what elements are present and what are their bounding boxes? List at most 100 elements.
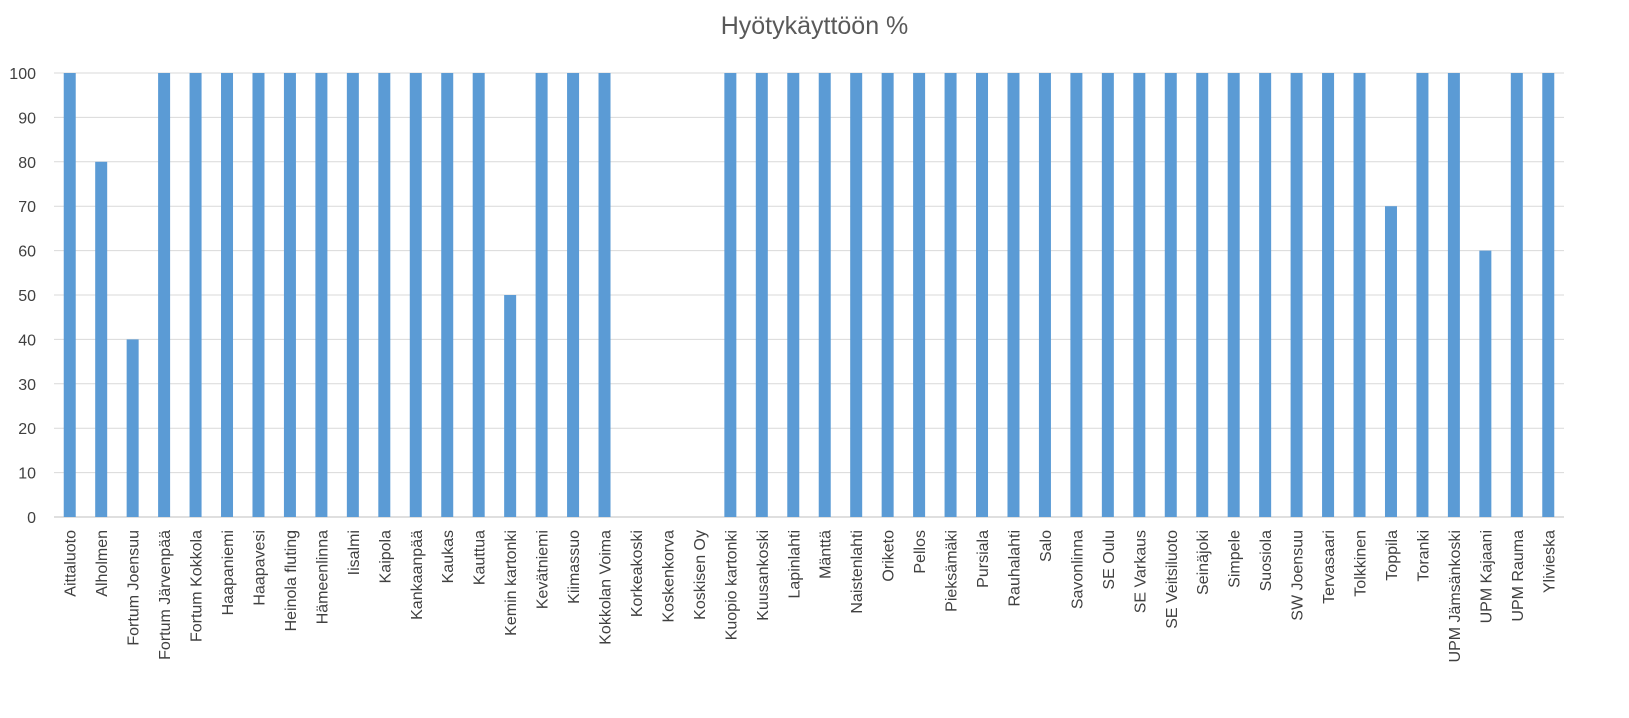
bar	[1322, 73, 1335, 517]
bar	[535, 73, 548, 517]
x-tick-label: SW Joensuu	[1290, 530, 1307, 621]
bar	[881, 73, 894, 517]
x-tick-label: UPM Jämsänkoski	[1447, 530, 1464, 662]
bar	[472, 73, 485, 517]
x-tick-label: SE Veitsiluoto	[1164, 530, 1181, 629]
bar	[1290, 73, 1303, 517]
x-tick-label: Pellos	[912, 530, 929, 574]
y-tick-label: 100	[9, 66, 36, 83]
x-tick-label: Pursiala	[975, 530, 992, 588]
x-tick-label: Haapavesi	[251, 530, 268, 606]
bar	[95, 161, 108, 518]
x-tick-label: Kuopio kartonki	[723, 530, 740, 640]
gridlines	[54, 72, 1564, 518]
bar	[1196, 73, 1209, 517]
x-tick-label: Kevätniemi	[535, 530, 552, 609]
y-tick-label: 10	[18, 466, 36, 483]
chart-title: Hyötykäyttöön %	[720, 12, 909, 40]
bar	[189, 73, 202, 517]
x-tick-label: Tervasaari	[1321, 530, 1338, 604]
bar	[1510, 73, 1523, 517]
x-tick-label: UPM Rauma	[1510, 530, 1527, 622]
bar	[1227, 73, 1240, 517]
x-tick-label: Hämeenlinna	[314, 530, 331, 624]
y-tick-label: 40	[18, 332, 36, 349]
y-tick-label: 0	[27, 510, 36, 527]
bar	[315, 73, 328, 517]
bar	[441, 73, 454, 517]
x-tick-label: Heinola fluting	[283, 530, 300, 631]
x-tick-label: Fortum Joensuu	[126, 530, 143, 646]
bar	[1133, 73, 1146, 517]
x-axis-ticks: Aittaluoto Alholmen Fortum Joensuu Fortum J…	[63, 530, 1559, 663]
y-axis-ticks: 0 10 20 30 40 50 60 70 80 90 100	[9, 66, 36, 527]
y-tick-label: 20	[18, 421, 36, 438]
x-tick-label: SE Varkaus	[1132, 530, 1149, 613]
x-tick-label: Alholmen	[94, 530, 111, 597]
x-tick-label: Toranki	[1415, 530, 1432, 582]
bar	[283, 73, 296, 517]
bar	[1353, 73, 1366, 517]
bar	[378, 73, 391, 517]
bar	[1259, 73, 1272, 517]
x-tick-label: Kankaanpää	[409, 530, 426, 620]
x-tick-label: Fortum Kokkola	[189, 530, 206, 642]
x-tick-label: Haapaniemi	[220, 530, 237, 615]
bar	[755, 73, 768, 517]
x-tick-label: Pieksämäki	[944, 530, 961, 612]
bar	[976, 73, 989, 517]
x-tick-label: Kaukas	[440, 530, 457, 583]
x-tick-label: Kemin kartonki	[503, 530, 520, 636]
x-tick-label: Koskisen Oy	[692, 530, 709, 620]
x-tick-label: Kiimassuo	[566, 530, 583, 604]
x-tick-label: Kauttua	[472, 530, 489, 585]
bar	[724, 73, 737, 517]
bar	[1479, 250, 1492, 517]
x-tick-label: Simpele	[1227, 530, 1244, 588]
bar	[63, 73, 76, 517]
x-tick-label: Oriketo	[881, 530, 898, 582]
bar	[1447, 73, 1460, 517]
bar	[409, 73, 422, 517]
x-tick-label: Savonlinna	[1069, 530, 1086, 609]
bar	[1007, 73, 1020, 517]
bar	[1101, 73, 1114, 517]
bar	[1164, 73, 1177, 517]
bar	[346, 73, 359, 517]
bars	[63, 73, 1555, 518]
bar	[1038, 73, 1051, 517]
x-tick-label: Toppila	[1384, 530, 1401, 581]
bar	[1416, 73, 1429, 517]
x-tick-label: Aittaluoto	[63, 530, 80, 597]
x-tick-label: Salo	[1038, 530, 1055, 562]
y-tick-label: 50	[18, 288, 36, 305]
x-tick-label: Kaipola	[377, 530, 394, 583]
x-tick-label: Suosiola	[1258, 530, 1275, 591]
bar	[787, 73, 800, 517]
bar	[1070, 73, 1083, 517]
x-tick-label: Seinäjoki	[1195, 530, 1212, 595]
bar	[1542, 73, 1555, 517]
bar	[252, 73, 265, 517]
bar	[567, 73, 580, 517]
x-tick-label: Fortum Järvenpää	[157, 530, 174, 660]
x-tick-label: Kuusankoski	[755, 530, 772, 621]
x-tick-label: Korkeakoski	[629, 530, 646, 617]
x-tick-label: Mänttä	[818, 530, 835, 579]
x-tick-label: Naistenlahti	[849, 530, 866, 614]
x-tick-label: Tolkkinen	[1353, 530, 1370, 597]
bar	[1384, 206, 1397, 517]
y-tick-label: 90	[18, 110, 36, 127]
x-tick-label: Rauhalahti	[1006, 530, 1023, 607]
x-tick-label: Koskenkorva	[660, 530, 677, 623]
y-tick-label: 80	[18, 155, 36, 172]
bar	[126, 339, 139, 517]
bar	[944, 73, 957, 517]
bar	[818, 73, 831, 517]
x-tick-label: Iisalmi	[346, 530, 363, 575]
bar	[598, 73, 611, 517]
y-tick-label: 30	[18, 377, 36, 394]
x-tick-label: Lapinlahti	[786, 530, 803, 599]
